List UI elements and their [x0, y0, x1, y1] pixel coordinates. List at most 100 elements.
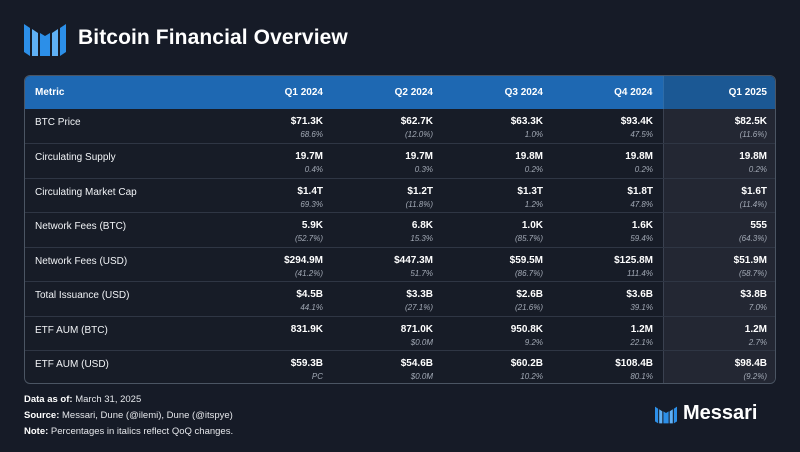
cell-change: 39.1% [630, 303, 653, 312]
cell-value: $4.5B [296, 289, 323, 300]
cell-change: (12.0%) [404, 130, 433, 139]
brand-logo: Messari [655, 402, 758, 425]
messari-logo-icon [655, 406, 677, 423]
cell-value: 1.2M [630, 323, 653, 335]
cell-value: $51.9M [733, 254, 767, 266]
table-cell: $60.2B 10.2% [443, 351, 553, 384]
cell-change: 111.4% [627, 268, 653, 278]
table-cell: $54.6B $0.0M [333, 351, 443, 384]
cell-change: 0.2% [634, 165, 653, 174]
cell-value: $294.9M [284, 254, 323, 266]
cell-value: $3.6B [626, 289, 653, 300]
cell-value: 19.8M [625, 151, 653, 162]
header: Bitcoin Financial Overview [24, 20, 348, 56]
data-date-label: Data as of: [24, 394, 73, 405]
cell-change: (21.6%) [514, 303, 543, 312]
table-cell: $125.8M 111.4% [553, 247, 663, 282]
column-header: Q4 2024 [553, 76, 663, 109]
financial-table: Metric Q1 2024 Q2 2024 Q3 2024 Q4 2024 Q… [24, 75, 776, 384]
cell-value: 5.9K [301, 220, 323, 231]
table-cell: 5.9K (52.7%) [223, 213, 333, 248]
table-cell: 1.2M 22.1% [553, 316, 663, 351]
table-cell: $1.2T (11.8%) [333, 178, 443, 213]
table-cell: $3.3B (27.1%) [333, 282, 443, 317]
cell-change: (41.2%) [294, 268, 323, 278]
cell-value: $60.2B [510, 358, 543, 369]
cell-change: 68.6% [300, 130, 323, 139]
cell-change: 59.4% [630, 234, 653, 243]
table-cell: 19.8M 0.2% [443, 144, 553, 179]
table-row: Total Issuance (USD) $4.5B 44.1% $3.3B (27.1… [25, 282, 775, 317]
cell-change: (85.7%) [514, 234, 543, 243]
cell-value: 831.9K [290, 323, 323, 335]
table-cell: 6.8K 15.3% [333, 213, 443, 248]
cell-change: 51.7% [410, 268, 433, 278]
table-cell: $82.5K (11.6%) [663, 109, 775, 144]
cell-value: 19.8M [515, 151, 543, 162]
cell-value: 19.8M [739, 151, 767, 162]
cell-change: 69.3% [300, 199, 323, 209]
cell-value: $59.3B [290, 358, 323, 369]
brand-name: Messari [683, 402, 758, 424]
cell-value: $3.8B [740, 289, 767, 300]
metric-label: Circulating Supply [35, 152, 116, 163]
table-row: Circulating Supply 19.7M 0.4% 19.7M 0.3% 19.8… [25, 144, 775, 179]
cell-value: $1.3T [517, 185, 543, 197]
column-header: Q2 2024 [333, 76, 443, 109]
cell-value: $98.4B [734, 358, 767, 369]
cell-change: $0.0M [410, 337, 433, 347]
cell-change: (11.4%) [739, 199, 767, 209]
cell-change: (11.8%) [405, 199, 433, 209]
table-cell: $4.5B 44.1% [223, 282, 333, 317]
cell-value: $1.8T [627, 185, 653, 197]
cell-change: 7.0% [748, 303, 767, 312]
cell-change: 0.2% [524, 165, 543, 174]
messari-logo-icon [24, 24, 66, 56]
cell-value: 950.8K [510, 323, 543, 335]
table-cell: $71.3K 68.6% [223, 109, 333, 144]
cell-value: 19.7M [295, 151, 323, 162]
table-cell: $2.6B (21.6%) [443, 282, 553, 317]
cell-change: (86.7%) [514, 268, 543, 278]
cell-value: $59.5M [509, 254, 543, 266]
source-line: Source: Messari, Dune (@ilemi), Dune (@i… [24, 408, 233, 424]
cell-change: 47.8% [630, 199, 653, 209]
table-row: ETF AUM (BTC) 831.9K 871.0K $0.0M 950.8K 9.2%… [25, 316, 775, 351]
table-cell: $63.3K 1.0% [443, 109, 553, 144]
footer: Data as of: March 31, 2025 Source: Messa… [24, 392, 233, 440]
cell-value: 1.2M [744, 323, 767, 335]
table-header-row: Metric Q1 2024 Q2 2024 Q3 2024 Q4 2024 Q… [25, 76, 775, 109]
table-cell: 871.0K $0.0M [333, 316, 443, 351]
cell-value: 19.7M [405, 151, 433, 162]
metric-label: Network Fees (BTC) [35, 221, 127, 232]
table-cell: 831.9K [223, 316, 333, 351]
table-cell: 19.8M 0.2% [663, 144, 775, 179]
cell-value: 1.6K [631, 220, 653, 231]
cell-change: (11.6%) [739, 130, 767, 139]
table-cell: 950.8K 9.2% [443, 316, 553, 351]
source-value: Messari, Dune (@ilemi), Dune (@itspye) [62, 410, 233, 421]
table-cell: $51.9M (58.7%) [663, 247, 775, 282]
cell-value: 871.0K [400, 323, 433, 335]
table-cell: 1.6K 59.4% [553, 213, 663, 248]
cell-value: 6.8K [411, 220, 433, 231]
table-cell: $1.6T (11.4%) [663, 178, 775, 213]
cell-value: $447.3M [394, 254, 433, 266]
table-cell: $108.4B 80.1% [553, 351, 663, 384]
data-date-value: March 31, 2025 [75, 394, 142, 405]
note-label: Note: [24, 426, 49, 437]
table-row: BTC Price $71.3K 68.6% $62.7K (12.0%) $63.3K 1… [25, 109, 775, 144]
source-label: Source: [24, 410, 60, 421]
cell-value: $62.7K [400, 116, 433, 127]
table-row: ETF AUM (USD) $59.3B PC $54.6B $0.0M $60.2B 10… [25, 351, 775, 384]
data-date-line: Data as of: March 31, 2025 [24, 392, 233, 408]
table-row: Network Fees (BTC) 5.9K (52.7%) 6.8K 15.3% 1.… [25, 213, 775, 248]
cell-change: 9.2% [524, 337, 543, 347]
table-cell: $1.8T 47.8% [553, 178, 663, 213]
table-cell: $59.5M (86.7%) [443, 247, 553, 282]
cell-change: 15.3% [410, 234, 433, 243]
cell-value: $54.6B [400, 358, 433, 369]
cell-change: 47.5% [630, 130, 653, 139]
cell-change: 1.0% [524, 130, 543, 139]
table-cell: $294.9M (41.2%) [223, 247, 333, 282]
